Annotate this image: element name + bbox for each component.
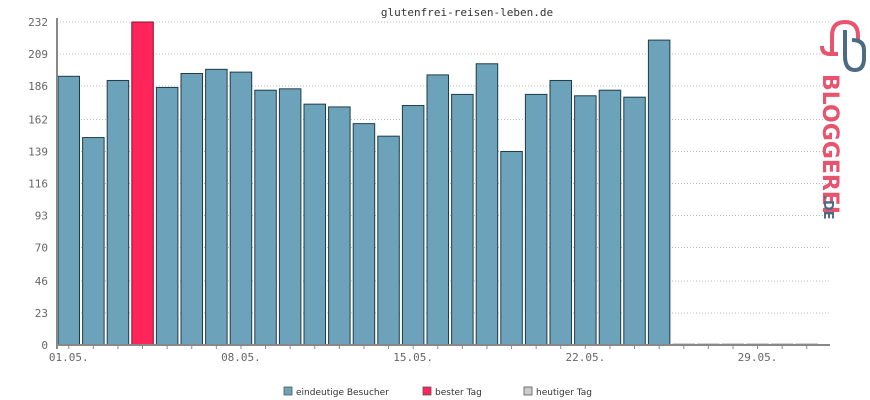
- bar: [229, 71, 253, 346]
- bar: [475, 63, 499, 346]
- x-tick-label: 01.05.: [49, 351, 89, 364]
- bar: [328, 106, 351, 346]
- y-tick-label: 186: [28, 80, 48, 93]
- bar: [401, 105, 425, 346]
- y-tick-label: 162: [28, 113, 48, 126]
- x-tick-label: 15.05.: [393, 351, 433, 364]
- legend-label: eindeutige Besucher: [296, 388, 389, 398]
- legend-swatch: [422, 386, 432, 396]
- bar: [57, 75, 80, 346]
- bars: [57, 21, 818, 346]
- bar: [500, 150, 523, 346]
- bar: [278, 88, 302, 346]
- bar: [352, 123, 376, 346]
- bar: [426, 74, 449, 346]
- x-tick-label: 08.05.: [221, 351, 261, 364]
- chart-title: glutenfrei-reisen-leben.de: [381, 6, 553, 19]
- y-tick-label: 116: [28, 178, 48, 191]
- legend-item-today: heutiger Tag: [523, 386, 592, 398]
- bar: [623, 96, 646, 346]
- bar: [549, 79, 572, 346]
- y-tick-label: 93: [35, 210, 48, 223]
- axes: 0 23 46 70 93 116 139 162 186 209 232 01.05. 08.05. 1…: [28, 16, 830, 364]
- bar: [377, 135, 400, 346]
- brand-tld: .DE: [820, 195, 835, 220]
- bar: [82, 137, 105, 346]
- bloggerei-logo-icon: [820, 19, 866, 73]
- bar: [303, 103, 326, 346]
- bar: [598, 89, 622, 346]
- y-tick-label: 70: [35, 242, 48, 255]
- bar: [155, 86, 179, 346]
- legend-label: bester Tag: [435, 388, 482, 398]
- bar: [647, 39, 671, 346]
- x-tick-label: 29.05.: [738, 351, 778, 364]
- y-tick-label: 209: [28, 48, 48, 61]
- y-tick-label: 23: [35, 307, 48, 320]
- legend-item-best: bester Tag: [422, 386, 482, 398]
- brand-name: BLOGGEREI: [817, 74, 842, 214]
- bar: [106, 79, 130, 346]
- bar: [451, 93, 474, 346]
- y-tick-label: 0: [41, 339, 48, 352]
- legend: eindeutige Besucher bester Tag heutiger Ta…: [283, 386, 592, 398]
- bar: [180, 73, 203, 346]
- bar: [254, 89, 277, 346]
- legend-label: heutiger Tag: [536, 388, 592, 398]
- bar: [574, 95, 597, 346]
- bar: [205, 68, 228, 346]
- bar-best-day: [131, 21, 154, 346]
- legend-swatch: [283, 386, 293, 396]
- bar: [524, 93, 548, 346]
- bloggerei-logo[interactable]: BLOGGEREI .DE: [817, 19, 866, 220]
- x-tick-label: 22.05.: [565, 351, 605, 364]
- y-tick-label: 139: [28, 145, 48, 158]
- y-tick-label: 232: [28, 16, 48, 29]
- legend-swatch: [523, 386, 533, 396]
- legend-item-visitors: eindeutige Besucher: [283, 386, 389, 398]
- y-tick-label: 46: [35, 275, 48, 288]
